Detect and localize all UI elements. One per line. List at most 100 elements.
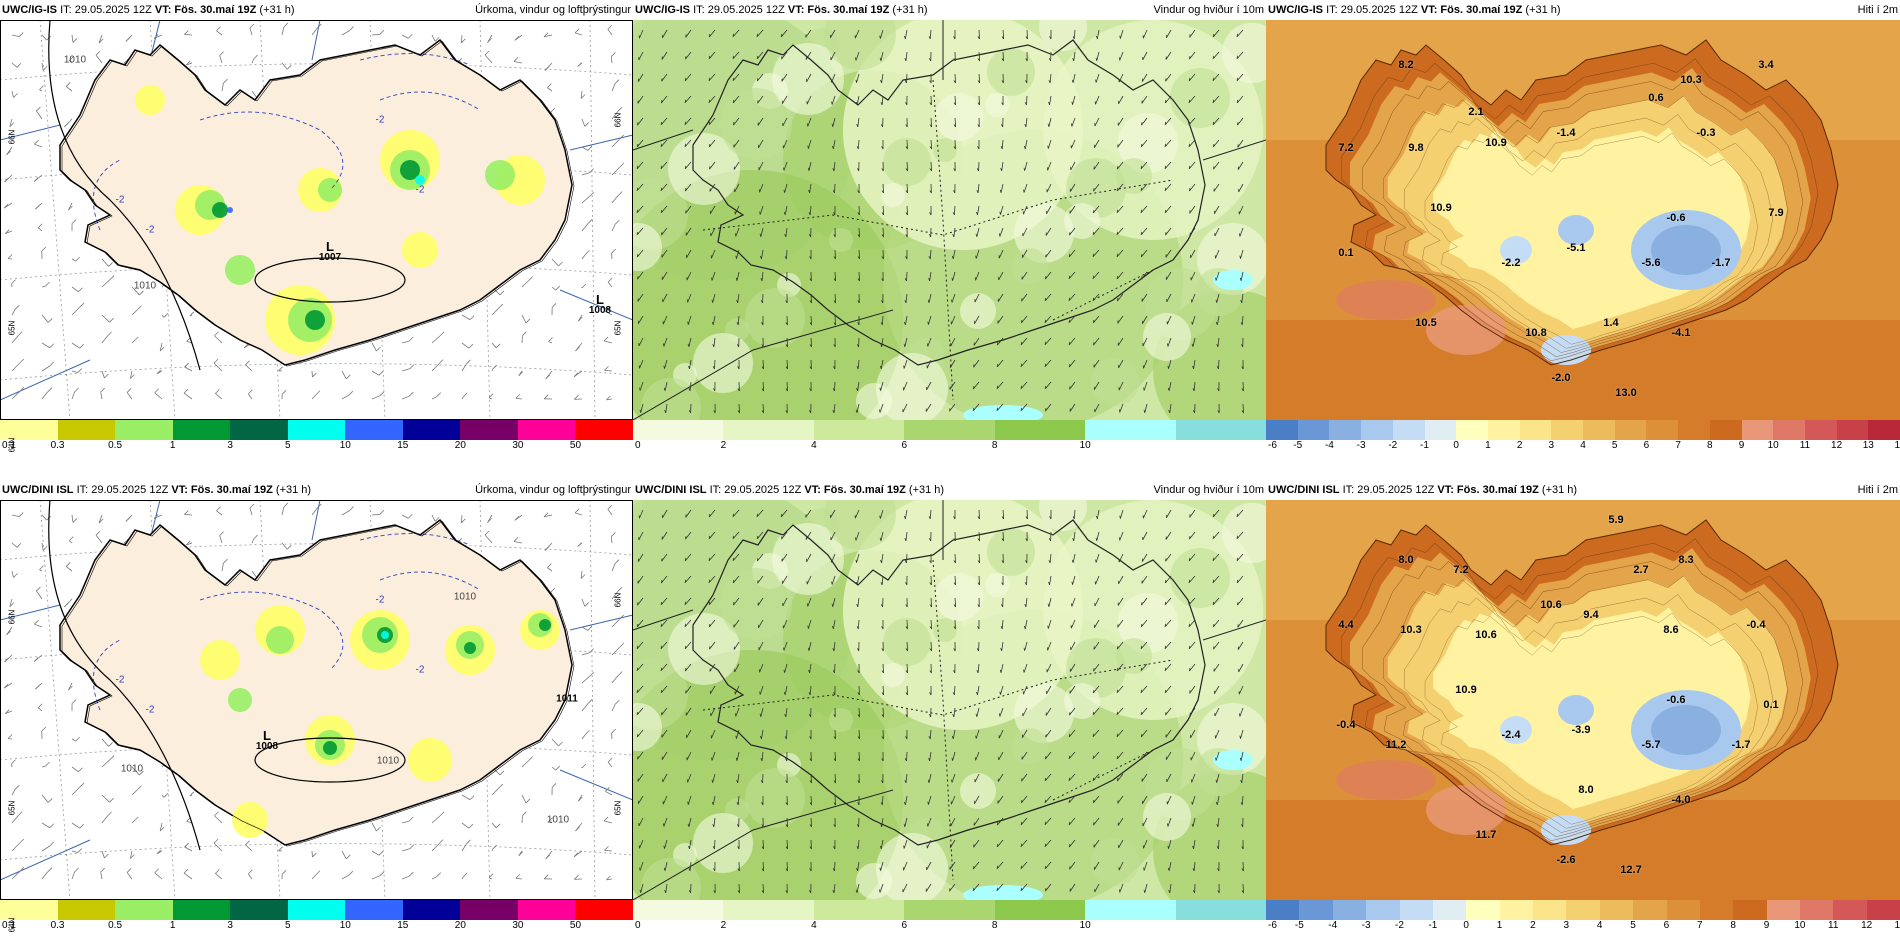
panel-header: UWC/DINI ISL IT: 29.05.2025 12Z VT: Fös.…	[633, 480, 1266, 500]
colorbar-tick-label: -4	[1324, 440, 1334, 451]
latitude-label: 65N	[7, 800, 17, 816]
temperature-value: -1.7	[1711, 257, 1731, 269]
wind-colorbar-ticks: 0 2 4 6 8 10	[633, 920, 1266, 936]
colorbar-swatch	[1709, 420, 1742, 440]
colorbar-tick-label: 20	[454, 440, 466, 451]
isobar-label: 1010	[63, 54, 87, 66]
lead-time: (+31 h)	[1525, 4, 1561, 16]
colorbar-swatch	[904, 900, 995, 920]
temperature-value: 2.7	[1633, 564, 1649, 576]
valid-time: Fös. 30.maí 19Z	[1440, 4, 1523, 16]
panel-header: UWC/DINI ISL IT: 29.05.2025 12Z VT: Fös.…	[0, 480, 633, 500]
isobar-label: 1010	[453, 591, 477, 603]
vt-label: VT:	[804, 484, 821, 496]
colorbar-swatch	[57, 420, 116, 440]
colorbar-tick-label: -4	[1328, 920, 1338, 931]
colorbar-tick-label: 4	[811, 440, 817, 451]
contour-label: -2	[415, 664, 425, 676]
temperature-value: 10.6	[1540, 599, 1562, 611]
colorbar-swatch	[1432, 900, 1467, 920]
colorbar-tick-label: 5	[1630, 920, 1636, 931]
lead-time: (+31 h)	[892, 4, 928, 16]
low-pressure-marker: L 1008	[588, 292, 612, 316]
colorbar-swatch	[1175, 900, 1266, 920]
colorbar-swatch	[402, 420, 461, 440]
colorbar-swatch	[813, 900, 905, 920]
contour-label: -2	[415, 184, 425, 196]
init-time: IT: 29.05.2025 12Z	[1326, 4, 1418, 16]
wind-colorbar-ticks: 0 2 4 6 8 10	[633, 440, 1266, 456]
contour-label: -2	[375, 114, 385, 126]
temperature-value: -5.7	[1641, 739, 1661, 751]
colorbar-swatch	[1332, 900, 1367, 920]
model-name: UWC/IG-IS	[635, 4, 690, 16]
temp-colorbar	[1266, 420, 1900, 440]
colorbar-swatch	[1773, 420, 1805, 440]
colorbar-swatch	[1499, 900, 1533, 920]
colorbar-tick-label: 5	[284, 440, 291, 451]
isobar-label: 1010	[546, 814, 570, 826]
temperature-value: -4.1	[1671, 327, 1691, 339]
colorbar-tick-label: -1	[1420, 440, 1429, 451]
lead-time: (+31 h)	[259, 4, 295, 16]
init-time: IT: 29.05.2025 12Z	[1342, 484, 1435, 496]
colorbar-swatch	[633, 420, 724, 440]
lead-time: (+31 h)	[908, 484, 945, 496]
temperature-value: -2.0	[1551, 372, 1571, 384]
latitude-label: 65N	[613, 320, 623, 336]
colorbar-swatch	[1868, 420, 1900, 440]
contour-label: -2	[115, 194, 125, 206]
colorbar-swatch	[345, 420, 403, 440]
colorbar-swatch	[57, 900, 116, 920]
colorbar-tick-label: 6	[1663, 920, 1670, 931]
colorbar-swatch	[517, 420, 576, 440]
colorbar-tick-label: 8	[991, 440, 998, 451]
colorbar-tick-label: 5	[284, 920, 291, 931]
colorbar-swatch	[1741, 420, 1774, 440]
colorbar-tick-label: 3	[1563, 920, 1570, 931]
colorbar-tick-label: -5	[1293, 440, 1303, 451]
temperature-value: 4.4	[1338, 619, 1354, 631]
colorbar-swatch	[1566, 900, 1600, 920]
temperature-value: 7.9	[1768, 207, 1784, 219]
colorbar-tick-label: -2	[1388, 440, 1398, 451]
colorbar-tick-label: 2	[720, 440, 727, 451]
low-pressure-marker: L 1008	[255, 728, 279, 752]
init-time: IT: 29.05.2025 12Z	[709, 484, 802, 496]
colorbar-tick-label: -5	[1294, 920, 1304, 931]
temperature-value: 13.0	[1615, 387, 1637, 399]
temperature-value: 8.0	[1578, 784, 1594, 796]
wind-panel-top: UWC/IG-IS IT: 29.05.2025 12Z VT: Fös. 30…	[633, 0, 1266, 470]
latitude-label: 65N	[613, 800, 623, 816]
colorbar-tick-label: 15	[397, 440, 409, 451]
precip-colorbar-ticks: 0.1 0.3 0.5 1 3 5 10 15 20 30 50	[0, 440, 633, 456]
isobar-label: 1010	[120, 763, 144, 775]
colorbar-tick-label: 7	[1675, 440, 1681, 451]
wind-map	[633, 500, 1266, 900]
colorbar-swatch	[1699, 900, 1734, 920]
temperature-value: -1.7	[1731, 739, 1751, 751]
panel-title: Hiti í 2m	[1857, 4, 1898, 16]
colorbar-swatch	[1678, 420, 1710, 440]
colorbar-tick-label: -6	[1268, 920, 1277, 931]
colorbar-swatch	[633, 900, 724, 920]
colorbar-tick-label: 0.5	[108, 440, 123, 451]
colorbar-tick-label: 50	[569, 920, 582, 931]
temperature-value: -1.4	[1556, 127, 1576, 139]
temperature-value: 11.2	[1385, 739, 1407, 751]
colorbar-tick-label: -6	[1268, 440, 1277, 451]
temperature-value: 10.8	[1525, 327, 1547, 339]
colorbar-swatch	[0, 420, 58, 440]
contour-label: -2	[145, 224, 155, 236]
panel-title: Hiti í 2m	[1857, 484, 1898, 496]
colorbar-tick-label: 9	[1738, 440, 1745, 451]
colorbar-swatch	[1519, 420, 1552, 440]
wind-colorbar	[633, 900, 1266, 920]
temperature-value: -5.1	[1566, 242, 1586, 254]
colorbar-swatch	[1646, 420, 1679, 440]
valid-time: Fös. 30.maí 19Z	[823, 484, 906, 496]
colorbar-tick-label: 13	[1894, 920, 1900, 931]
vt-label: VT:	[1437, 484, 1454, 496]
isobar-label: 1010	[133, 280, 157, 292]
